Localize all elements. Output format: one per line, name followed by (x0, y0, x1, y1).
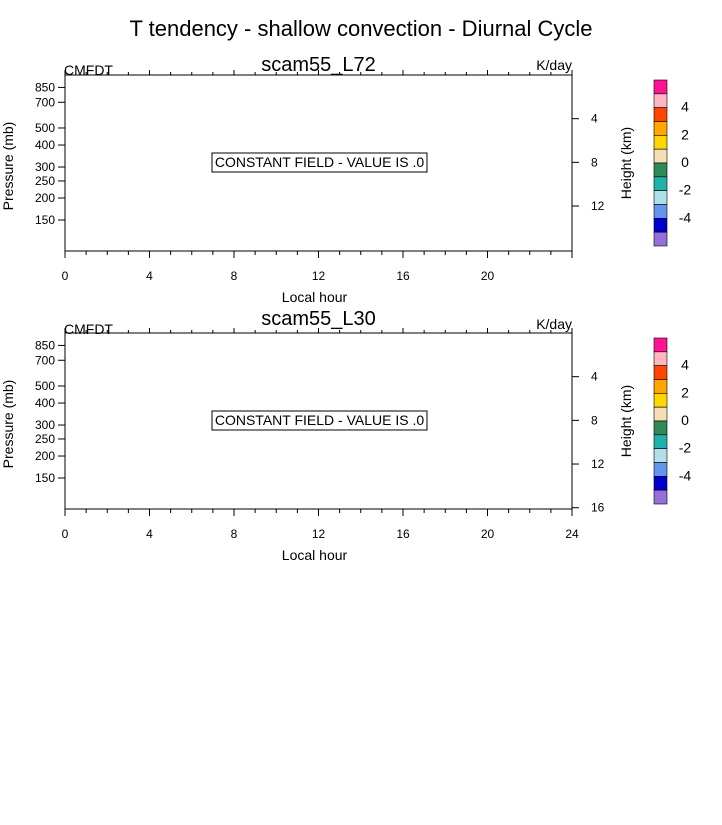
colorbar-label: -2 (679, 182, 692, 198)
panel-title: scam55_L72 (261, 54, 376, 76)
colorbar-swatch (653, 93, 668, 108)
colorbar-label: 2 (681, 126, 689, 142)
x-tick-label: 0 (62, 269, 69, 283)
colorbar-swatch (653, 393, 668, 408)
y-tick-label: 300 (35, 418, 55, 432)
y2-tick-label: 8 (591, 413, 598, 427)
y-axis-label: Pressure (mb) (0, 380, 16, 469)
y2-tick-label: 16 (591, 501, 605, 515)
x-tick-label: 0 (62, 527, 69, 541)
colorbar-swatch (653, 476, 668, 491)
y-tick-label: 200 (35, 449, 55, 463)
y2-tick-label: 4 (591, 370, 598, 384)
x-tick-label: 24 (565, 527, 579, 541)
y-tick-label: 850 (35, 80, 55, 94)
colorbar-swatch (653, 351, 668, 366)
variable-label: CMFDT (64, 62, 113, 78)
colorbar-swatch (653, 420, 668, 436)
y-tick-label: 500 (35, 379, 55, 393)
y2-tick-label: 12 (591, 199, 605, 213)
colorbar-swatch (653, 162, 668, 178)
y2-tick-label: 4 (591, 112, 598, 126)
annotation-text: CONSTANT FIELD - VALUE IS .0 (215, 412, 424, 428)
colorbar-swatch (653, 190, 668, 205)
colorbar-swatch (653, 406, 668, 422)
colorbar-swatch (653, 107, 668, 122)
annotation-text: CONSTANT FIELD - VALUE IS .0 (215, 154, 424, 170)
units-label: K/day (536, 316, 572, 332)
y-tick-label: 500 (35, 121, 55, 135)
colorbar-swatch (653, 379, 668, 394)
colorbar-label: 2 (681, 384, 689, 400)
x-tick-label: 16 (396, 269, 410, 283)
page-title: T tendency - shallow convection - Diurna… (129, 16, 592, 41)
colorbar-swatch (653, 365, 668, 380)
y2-axis-label: Height (km) (618, 385, 634, 457)
colorbar-swatch (653, 337, 668, 353)
y-tick-label: 300 (35, 160, 55, 174)
annotation-box (211, 410, 428, 431)
x-tick-label: 20 (481, 269, 495, 283)
colorbar-swatch (653, 434, 668, 449)
colorbar-swatch (653, 79, 668, 95)
y-tick-label: 150 (35, 471, 55, 485)
x-tick-label: 8 (231, 527, 238, 541)
x-tick-label: 4 (146, 527, 153, 541)
colorbar-label: -2 (679, 440, 692, 456)
y-tick-label: 400 (35, 396, 55, 410)
x-tick-label: 4 (146, 269, 153, 283)
x-tick-label: 12 (312, 269, 326, 283)
colorbar-swatch (653, 231, 668, 247)
colorbar-label: 0 (681, 412, 689, 428)
colorbar-swatch (653, 204, 668, 219)
x-tick-label: 20 (481, 527, 495, 541)
colorbar-label: 0 (681, 154, 689, 170)
y2-tick-label: 8 (591, 155, 598, 169)
y-tick-label: 200 (35, 191, 55, 205)
colorbar-swatch (653, 121, 668, 136)
y-tick-label: 250 (35, 432, 55, 446)
y-tick-label: 250 (35, 174, 55, 188)
x-tick-label: 8 (231, 269, 238, 283)
colorbar-swatch (653, 218, 668, 233)
colorbar-label: -4 (679, 209, 692, 225)
x-axis-label: Local hour (282, 289, 348, 305)
colorbar-swatch (653, 148, 668, 164)
y-axis-label: Pressure (mb) (0, 122, 16, 211)
colorbar-swatch (653, 176, 668, 191)
colorbar-swatch (653, 135, 668, 150)
y-tick-label: 400 (35, 138, 55, 152)
panel-title: scam55_L30 (261, 308, 376, 330)
x-tick-label: 16 (396, 527, 410, 541)
x-axis-label: Local hour (282, 547, 348, 563)
variable-label: CMFDT (64, 321, 113, 337)
units-label: K/day (536, 57, 572, 73)
colorbar-label: 4 (681, 357, 689, 373)
y-tick-label: 700 (35, 95, 55, 109)
colorbar-label: 4 (681, 99, 689, 115)
colorbar-swatch (653, 448, 668, 463)
y-tick-label: 850 (35, 338, 55, 352)
y-tick-label: 150 (35, 213, 55, 227)
y-tick-label: 700 (35, 353, 55, 367)
y2-axis-label: Height (km) (618, 127, 634, 199)
annotation-box (211, 152, 428, 173)
colorbar-swatch (653, 462, 668, 477)
y2-tick-label: 12 (591, 457, 605, 471)
colorbar-swatch (653, 489, 668, 505)
x-tick-label: 12 (312, 527, 326, 541)
colorbar-label: -4 (679, 467, 692, 483)
